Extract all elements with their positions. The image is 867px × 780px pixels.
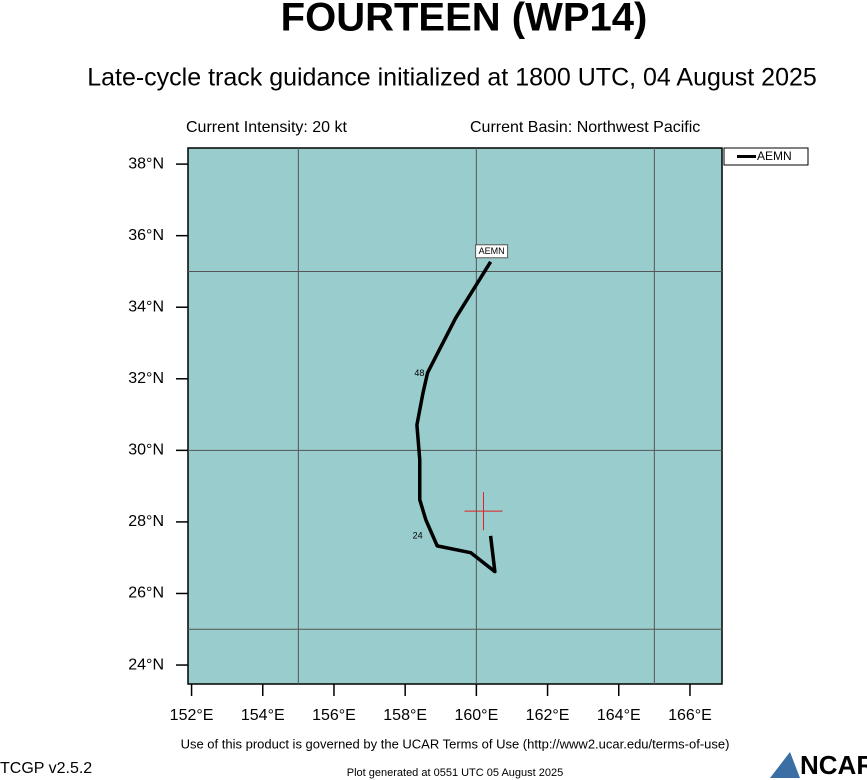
generated: Plot generated at 0551 UTC 05 August 202…	[347, 767, 564, 779]
y-tick-label: 32°N	[128, 370, 164, 387]
version: TCGP v2.5.2	[0, 760, 92, 777]
x-tick-label: 154°E	[241, 707, 285, 724]
logo: NCAR	[800, 750, 867, 780]
intensity: Current Intensity: 20 kt	[186, 119, 348, 136]
x-tick-label: 162°E	[526, 707, 570, 724]
plot: 152°E 154°E 156°E 158°E 160°E 162°E 164°E 166°E…	[128, 147, 809, 724]
x-tick-label: 152°E	[170, 707, 214, 724]
hour-label: 48	[414, 368, 424, 378]
terms: Use of this product is governed by the U…	[181, 736, 730, 751]
basin: Current Basin: Northwest Pacific	[470, 119, 700, 136]
x-tick-label: 156°E	[312, 707, 356, 724]
map-background	[187, 147, 723, 685]
x-tick-label: 164°E	[597, 707, 641, 724]
track-label-box	[475, 244, 509, 259]
y-tick-label: 36°N	[128, 227, 164, 244]
track-label: AEMN	[479, 246, 505, 256]
title: FOURTEEN (WP14)	[281, 0, 648, 40]
legend-label: AEMN	[757, 149, 792, 163]
track	[415, 260, 497, 574]
logo-mark	[770, 752, 800, 778]
y-tick-label: 30°N	[128, 442, 164, 459]
x-tick-label: 158°E	[383, 707, 427, 724]
subtitle: Late-cycle track guidance initialized at…	[87, 64, 817, 92]
y-tick-label: 34°N	[128, 298, 164, 315]
y-tick-label: 26°N	[128, 585, 164, 602]
y-tick-label: 24°N	[128, 656, 164, 673]
x-tick-label: 166°E	[668, 707, 712, 724]
y-tick-label: 28°N	[128, 513, 164, 530]
y-tick-label: 38°N	[128, 155, 164, 172]
legend-box	[723, 147, 809, 166]
x-tick-label: 160°E	[454, 707, 498, 724]
hour-label: 24	[413, 531, 423, 541]
